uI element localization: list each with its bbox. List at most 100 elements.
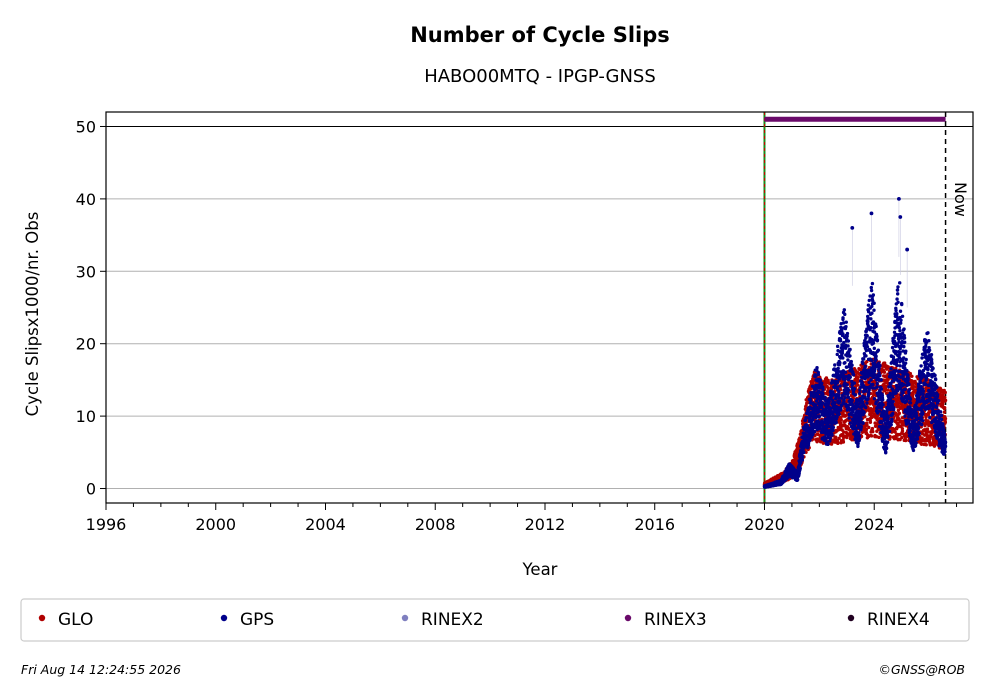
gps-point	[845, 334, 849, 338]
gps-point	[892, 371, 897, 375]
gps-point	[831, 417, 836, 422]
glo-point	[804, 404, 808, 408]
gps-point	[856, 441, 860, 446]
gps-point	[865, 345, 870, 349]
gps-point	[843, 377, 847, 382]
gps-point	[829, 395, 833, 400]
gps-point	[874, 357, 878, 362]
gps-point	[827, 399, 831, 404]
legend-marker	[624, 614, 632, 622]
glo-point	[841, 440, 846, 444]
glo-point	[850, 435, 855, 439]
gps-point	[845, 383, 849, 387]
legend-marker	[220, 614, 228, 622]
gps-point	[871, 299, 875, 303]
glo-point	[908, 371, 913, 376]
gps-point	[843, 312, 847, 317]
gps-point	[919, 415, 924, 420]
gps-point	[842, 340, 846, 345]
x-tick-label: 1996	[86, 515, 127, 534]
gps-point	[898, 364, 902, 368]
glo-point	[897, 411, 902, 416]
gps-point	[865, 401, 869, 405]
x-axis-label: Year	[522, 560, 558, 579]
legend-item-glo: GLO	[38, 610, 93, 630]
gps-point	[931, 402, 936, 407]
glo-point	[919, 442, 924, 446]
glo-point	[901, 423, 905, 427]
gps-point	[881, 398, 885, 402]
gps-point	[921, 397, 926, 401]
glo-point	[904, 438, 908, 443]
gps-point	[886, 435, 890, 439]
gps-point	[931, 405, 936, 409]
gps-point	[840, 348, 845, 353]
legend-frame	[20, 598, 970, 642]
legend-label: GPS	[240, 610, 274, 630]
gps-point	[896, 388, 900, 393]
gps-point	[874, 324, 878, 329]
gps-point	[839, 396, 844, 400]
gps-point	[806, 441, 811, 445]
gps-point	[902, 336, 907, 340]
legend-item-gps: GPS	[220, 610, 274, 630]
gps-point	[894, 391, 898, 395]
gps-point	[876, 398, 880, 402]
gps-point	[846, 388, 851, 392]
gps-point	[877, 409, 882, 413]
glo-point	[856, 383, 860, 387]
gps-point	[813, 402, 818, 407]
gps-point	[836, 369, 841, 374]
gps-point	[835, 415, 839, 419]
glo-point	[877, 435, 881, 440]
gps-point	[893, 349, 898, 354]
gps-point	[814, 374, 818, 378]
gps-point	[865, 340, 869, 344]
glo-point	[885, 380, 889, 385]
gps-point	[933, 373, 937, 378]
gps-point	[834, 420, 838, 425]
gps-point	[898, 309, 903, 313]
gps-point	[872, 330, 877, 334]
gps-point	[906, 373, 910, 377]
gps-point	[899, 318, 903, 322]
gps-point	[926, 367, 930, 372]
gps-point	[893, 344, 898, 349]
gps-point	[823, 395, 827, 400]
gps-point	[817, 414, 822, 418]
glo-point	[886, 388, 890, 392]
glo-point	[882, 370, 887, 374]
glo-point	[842, 430, 846, 434]
gps-point	[935, 385, 939, 389]
gps-point	[908, 397, 913, 401]
gps-point	[863, 364, 868, 369]
gps-point	[841, 356, 845, 360]
gps-point	[929, 352, 934, 357]
gps-point	[907, 382, 911, 387]
gps-point	[901, 356, 906, 360]
gps-point	[906, 376, 910, 380]
gps-point	[903, 414, 907, 418]
gps-point	[873, 373, 877, 377]
legend-marker	[401, 614, 409, 622]
glo-point	[826, 386, 830, 390]
gps-point	[914, 414, 919, 418]
gps-point	[919, 364, 923, 368]
gps-point	[894, 321, 899, 325]
gps-point	[833, 363, 837, 367]
gps-point	[835, 344, 840, 349]
glo-point	[941, 402, 945, 406]
gps-point	[851, 373, 856, 377]
gps-point	[862, 357, 866, 361]
gps-point	[852, 387, 857, 391]
gps-point	[846, 395, 850, 399]
gps-point	[815, 366, 819, 370]
gps-point	[850, 225, 855, 230]
gps-point	[904, 349, 908, 353]
gps-point	[930, 386, 934, 390]
gps-point	[872, 346, 877, 351]
gps-point	[841, 316, 845, 320]
gps-point	[850, 363, 854, 367]
gps-point	[924, 376, 929, 380]
gps-point	[894, 374, 898, 379]
